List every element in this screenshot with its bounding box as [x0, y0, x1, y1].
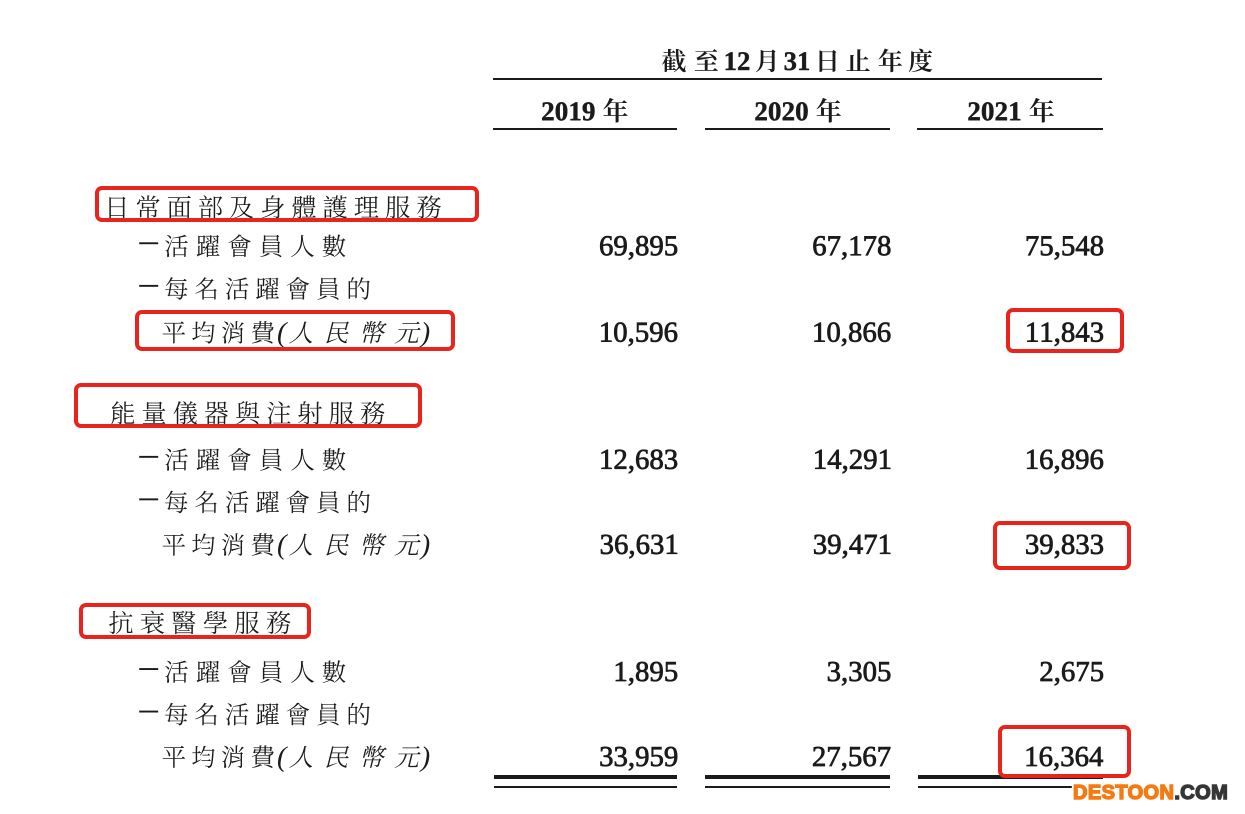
svg-text:DESTOON.COM: DESTOON.COM: [1073, 782, 1228, 804]
svg-text:DESTOON.COM: DESTOON.COM: [1073, 782, 1228, 804]
